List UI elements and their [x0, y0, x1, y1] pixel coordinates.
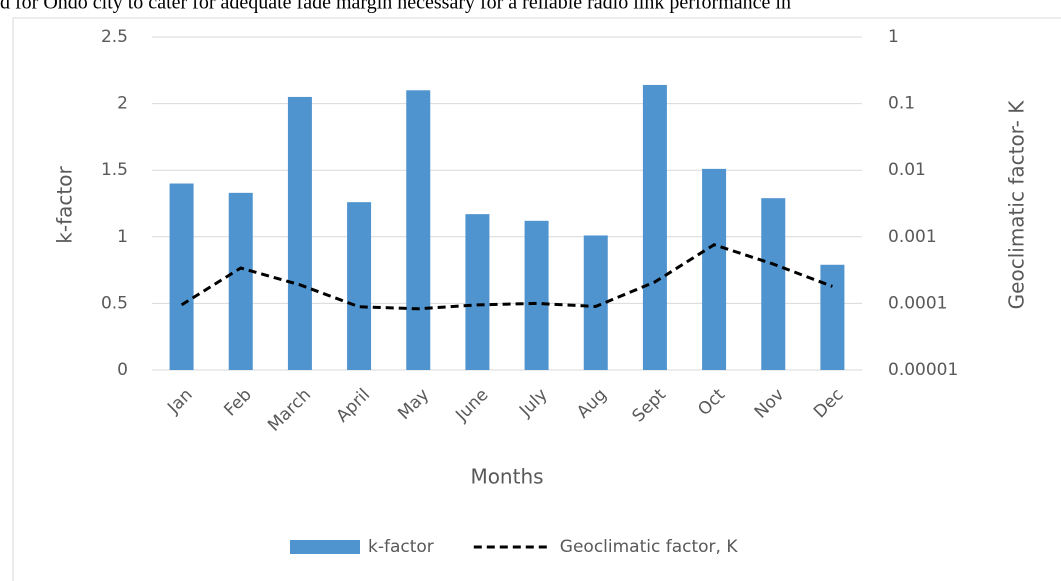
y2-tick-label: 0.001 [888, 227, 937, 247]
y-tick-label: 0 [117, 360, 128, 380]
x-tick-label: April [333, 385, 375, 427]
y-tick-label: 0.5 [101, 293, 128, 313]
x-tick-label: June [451, 385, 492, 426]
y2-tick-label: 1 [888, 27, 899, 47]
x-tick-label: Feb [220, 385, 255, 420]
bar [642, 84, 667, 371]
header-text: d for Ondo city to cater for adequate fa… [0, 0, 791, 14]
bar [228, 192, 253, 370]
y-tick-label: 2 [117, 94, 128, 114]
x-tick-label: Sept [628, 385, 670, 427]
x-tick-label: July [515, 385, 551, 421]
x-tick-label: March [264, 385, 315, 436]
y2-tick-label: 0.1 [888, 94, 915, 114]
x-tick-label: Oct [694, 385, 729, 420]
bar [287, 96, 312, 370]
legend-label: k-factor [368, 537, 434, 557]
x-tick-label: May [394, 385, 433, 424]
y2-tick-label: 0.00001 [888, 360, 958, 380]
y-tick-label: 1.5 [101, 160, 128, 180]
x-tick-label: Nov [751, 385, 789, 423]
bar [761, 198, 786, 370]
x-tick-label: Jan [163, 385, 196, 418]
x-tick-label: Dec [810, 385, 847, 422]
y-tick-label: 2.5 [101, 27, 128, 47]
line [180, 243, 833, 311]
y-tick-label: 1 [117, 227, 128, 247]
y2-tick-label: 0.0001 [888, 293, 947, 313]
bar [820, 264, 845, 370]
y-axis-label: k-factor [53, 166, 77, 244]
legend-swatch [290, 540, 360, 554]
bar [583, 235, 608, 370]
bar [465, 214, 490, 370]
bar [524, 220, 549, 370]
y2-axis-label: Geoclimatic factor- K [1005, 100, 1029, 310]
legend-label: Geoclimatic factor, K [560, 537, 739, 557]
bar [702, 168, 727, 370]
x-axis-label: Months [470, 465, 543, 489]
x-tick-label: Aug [573, 385, 611, 423]
bar [347, 202, 372, 370]
chart-frame [12, 17, 1061, 581]
bar [406, 90, 431, 370]
bar [169, 183, 194, 370]
y2-tick-label: 0.01 [888, 160, 926, 180]
